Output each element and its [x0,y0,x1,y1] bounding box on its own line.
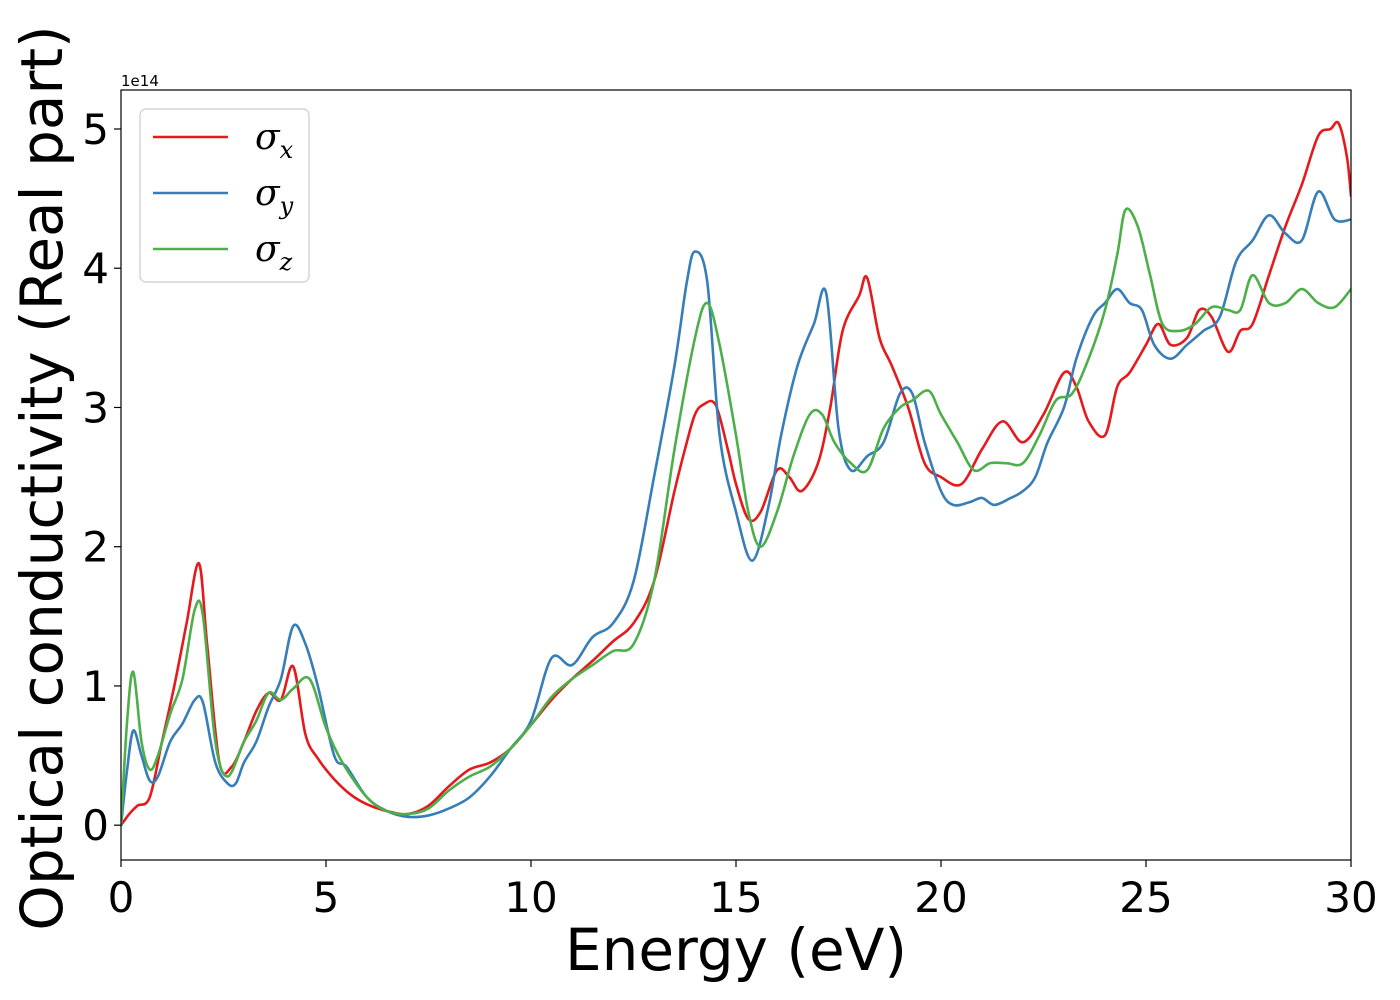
legend-symbol: σ [255,173,281,214]
x-tick-label: 30 [1324,873,1377,922]
x-axis: 0 5 10 15 20 25 30 [108,860,1378,922]
y-tick-label: 3 [82,383,109,432]
y-offset-label: 1e14 [121,72,159,90]
y-axis: 0 1 2 3 4 5 [82,105,121,850]
y-tick-label: 4 [82,244,109,293]
x-tick-label: 10 [504,873,557,922]
series-line-z [121,207,1351,827]
y-tick-label: 1 [82,662,109,711]
x-tick-label: 25 [1119,873,1172,922]
x-tick-label: 0 [108,873,135,922]
y-tick-label: 5 [82,105,109,154]
legend-subscript: x [280,136,294,164]
y-tick-label: 0 [82,801,109,850]
legend-symbol: σ [255,229,281,270]
series-line-y [121,190,1351,827]
x-axis-title: Energy (eV) [565,916,907,984]
y-axis-title: Optical conductivity (Real part) [8,25,76,930]
legend-symbol: σ [255,117,281,158]
legend-subscript: z [279,248,293,276]
legend-label-z: σz [255,229,293,276]
series-layer [121,120,1351,827]
x-tick-label: 20 [914,873,967,922]
legend-subscript: y [279,192,294,220]
series-line-x [121,120,1351,827]
legend-label-x: σx [255,117,294,164]
x-tick-label: 5 [313,873,340,922]
legend-label-y: σy [255,173,294,220]
y-tick-label: 2 [82,523,109,572]
legend-box [139,108,310,283]
x-tick-label: 15 [709,873,762,922]
